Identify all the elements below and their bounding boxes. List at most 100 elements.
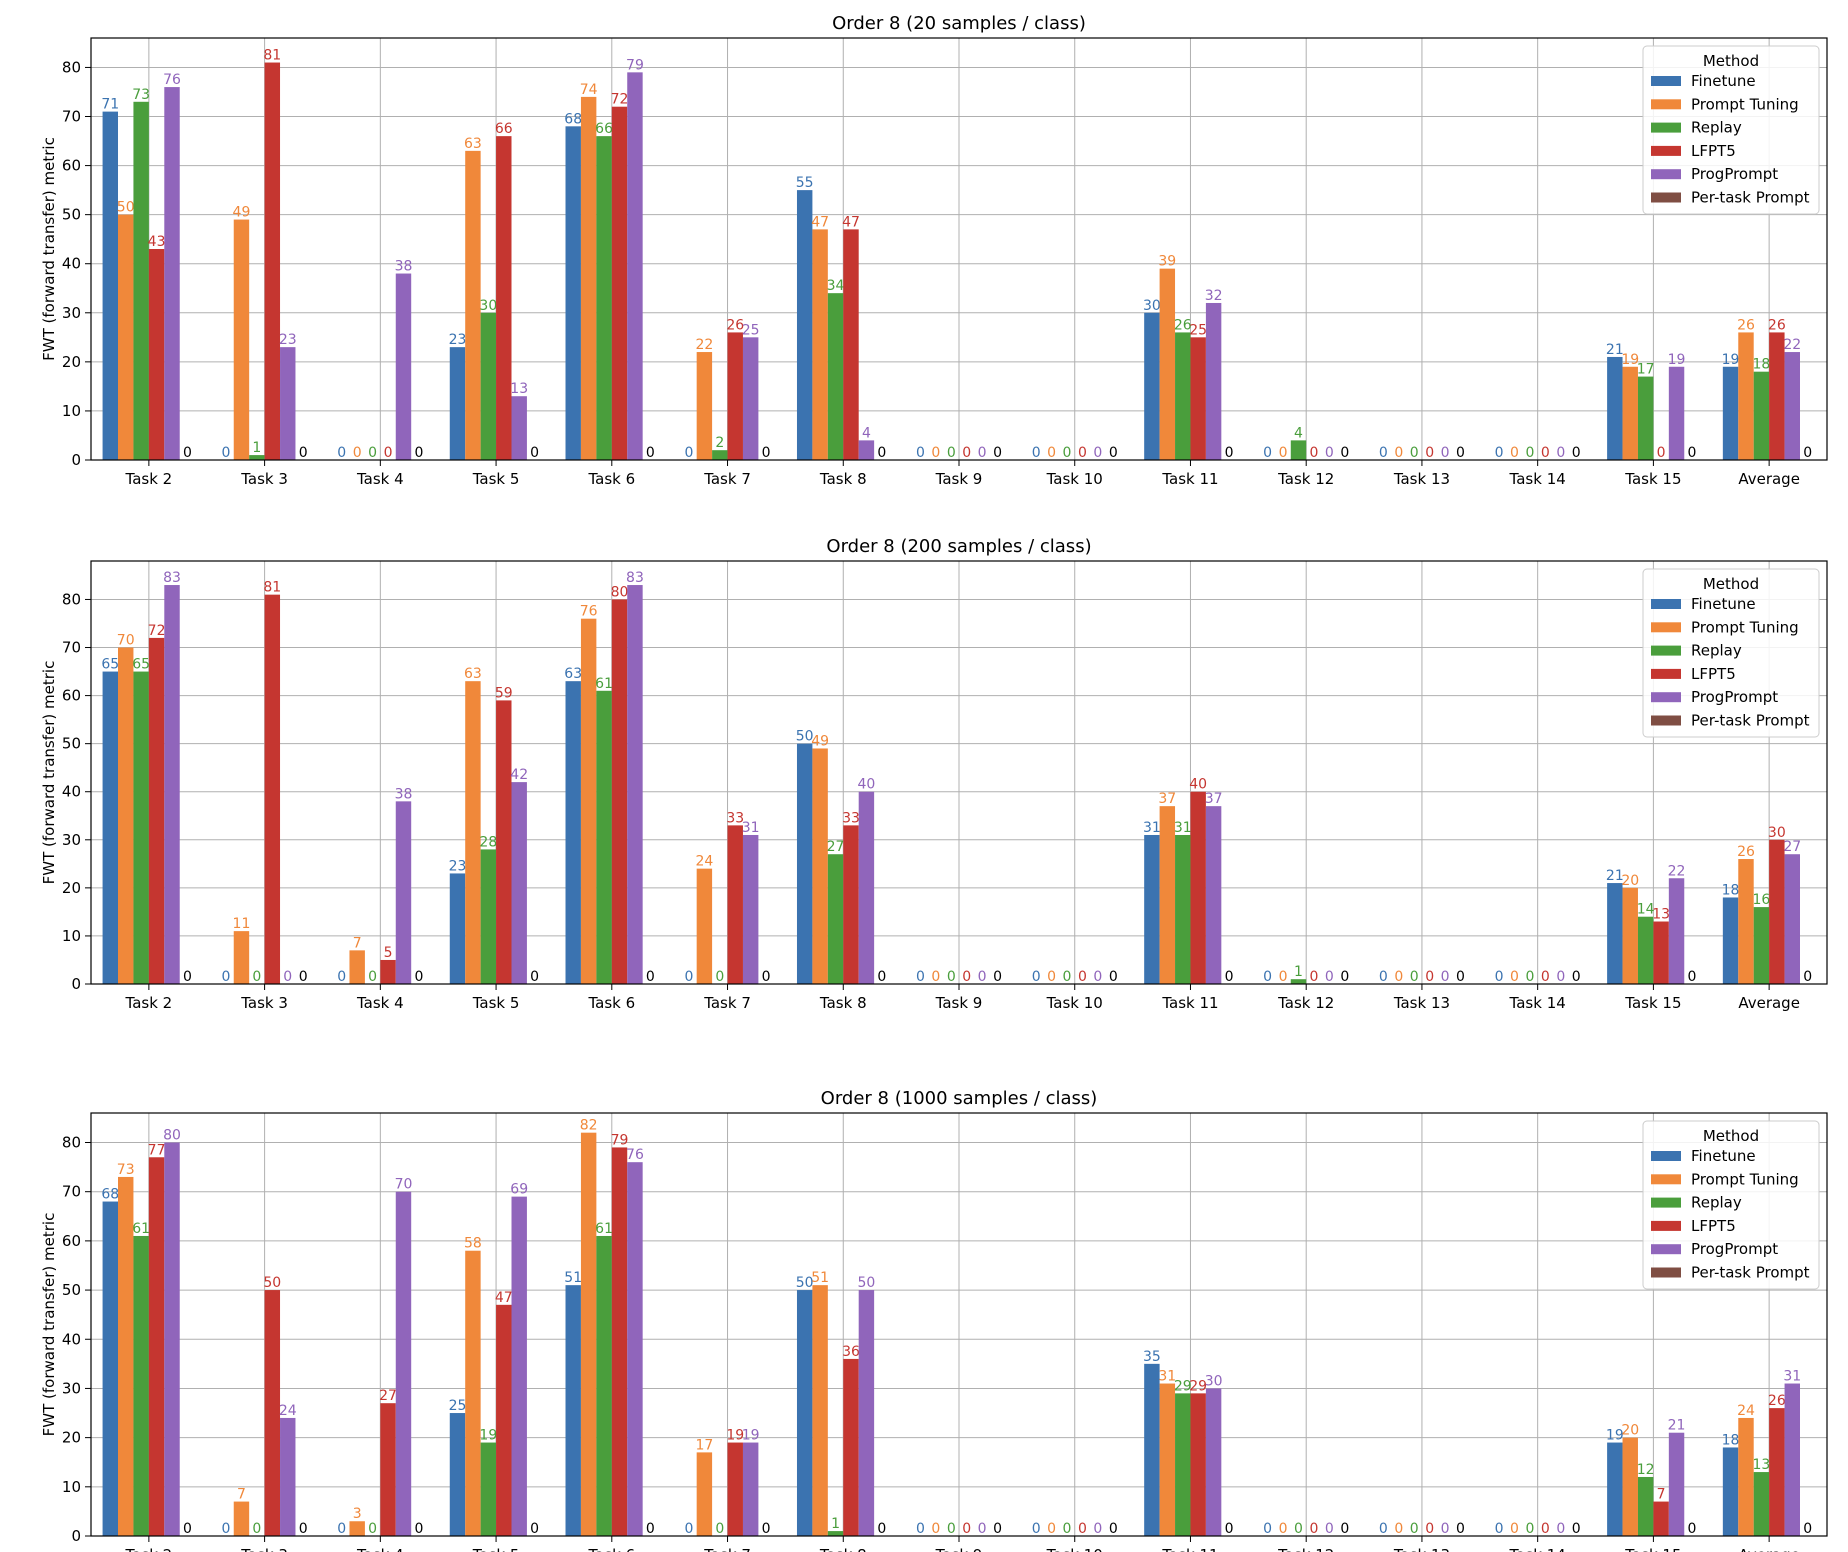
y-tick-label: 70 (62, 639, 81, 657)
data-label: 0 (1556, 1521, 1565, 1537)
data-label: 81 (263, 580, 281, 596)
x-tick-label: Task 8 (819, 994, 867, 1012)
data-label: 0 (1803, 1521, 1812, 1537)
data-label: 0 (1572, 969, 1581, 985)
data-label: 16 (1753, 892, 1771, 908)
data-label: 0 (877, 445, 886, 461)
y-tick-label: 40 (62, 783, 81, 801)
bar-prompt-tuning (696, 1452, 713, 1536)
bar-finetune (1144, 834, 1160, 984)
data-label: 4 (862, 425, 871, 441)
x-tick-label: Average (1738, 470, 1800, 488)
data-label: 0 (1495, 445, 1504, 461)
bar-prompt-tuning (1622, 1437, 1638, 1536)
data-label: 31 (1174, 820, 1192, 836)
x-tick-label: Task 6 (587, 1546, 635, 1552)
data-label: 25 (1189, 322, 1207, 338)
data-label: 0 (414, 445, 423, 461)
data-label: 30 (479, 298, 497, 314)
data-label: 0 (931, 445, 940, 461)
y-tick-label: 0 (71, 975, 81, 993)
data-label: 0 (1032, 445, 1041, 461)
data-label: 0 (715, 1521, 724, 1537)
x-tick-label: Task 4 (356, 994, 404, 1012)
y-axis-label: FWT (forward transfer) metric (40, 661, 58, 885)
y-tick-label: 40 (62, 1330, 81, 1348)
data-label: 0 (947, 1521, 956, 1537)
bar-prompt-tuning (118, 1176, 134, 1536)
x-tick-label: Task 2 (125, 1546, 173, 1552)
data-label: 0 (1657, 445, 1666, 461)
bar-lfpt5 (496, 136, 512, 461)
data-label: 68 (101, 1187, 119, 1203)
bar-lfpt5 (148, 637, 165, 984)
legend-swatch (1651, 599, 1681, 609)
data-label: 0 (1078, 1521, 1087, 1537)
y-tick-label: 80 (62, 1134, 81, 1152)
bar-progprompt (858, 1290, 875, 1536)
data-label: 17 (1637, 362, 1655, 378)
bar-progprompt (627, 72, 643, 460)
bar-progprompt (395, 1191, 412, 1536)
data-label: 0 (1340, 445, 1349, 461)
data-label: 0 (252, 1521, 261, 1537)
bar-finetune (796, 190, 813, 460)
data-label: 0 (877, 1521, 886, 1537)
bar-progprompt (627, 1162, 643, 1536)
bar-replay (1753, 1472, 1770, 1536)
bar-replay (827, 293, 844, 460)
data-label: 18 (1753, 357, 1771, 373)
data-label: 79 (611, 1132, 629, 1148)
legend-entry: LFPT5 (1691, 1217, 1736, 1235)
bar-finetune (449, 347, 466, 460)
bar-prompt-tuning (465, 681, 481, 984)
y-tick-label: 50 (62, 206, 81, 224)
data-label: 26 (1737, 844, 1755, 860)
data-label: 79 (626, 57, 644, 73)
data-label: 82 (580, 1118, 598, 1134)
data-label: 0 (646, 1521, 655, 1537)
bar-replay (596, 1235, 612, 1536)
data-label: 50 (796, 729, 814, 745)
x-tick-label: Average (1738, 1546, 1800, 1552)
data-label: 30 (1143, 298, 1161, 314)
axes-frame (90, 37, 1828, 461)
bar-progprompt (164, 585, 180, 984)
y-tick-label: 60 (62, 1232, 81, 1250)
data-label: 23 (449, 858, 467, 874)
data-label: 0 (715, 969, 724, 985)
data-label: 25 (742, 322, 760, 338)
data-label: 0 (1078, 969, 1087, 985)
bar-prompt-tuning (812, 1285, 828, 1536)
data-label: 19 (742, 1428, 760, 1444)
x-tick-label: Task 3 (240, 994, 288, 1012)
bar-progprompt (280, 347, 296, 460)
data-label: 7 (353, 935, 362, 951)
data-label: 40 (1189, 777, 1207, 793)
data-label: 70 (395, 1177, 413, 1193)
bar-prompt-tuning (465, 1250, 481, 1536)
data-label: 0 (1225, 1521, 1234, 1537)
data-label: 0 (1325, 969, 1334, 985)
bar-progprompt (164, 87, 180, 461)
bar-replay (1753, 371, 1770, 460)
data-label: 19 (479, 1428, 497, 1444)
data-label: 12 (1637, 1462, 1655, 1478)
data-label: 0 (1425, 445, 1434, 461)
data-label: 0 (978, 1521, 987, 1537)
data-label: 29 (1174, 1378, 1192, 1394)
bar-progprompt (858, 440, 875, 460)
data-label: 22 (1783, 337, 1801, 353)
data-label: 0 (947, 969, 956, 985)
bar-replay (827, 854, 844, 984)
bar-prompt-tuning (580, 618, 597, 984)
legend-swatch (1651, 1244, 1681, 1255)
bar-progprompt (164, 1142, 180, 1536)
data-label: 73 (117, 1162, 135, 1178)
bar-prompt-tuning (349, 950, 365, 984)
x-tick-label: Task 12 (1277, 994, 1334, 1012)
data-label: 43 (148, 234, 166, 250)
bar-replay (1175, 834, 1191, 984)
data-label: 0 (1510, 969, 1519, 985)
